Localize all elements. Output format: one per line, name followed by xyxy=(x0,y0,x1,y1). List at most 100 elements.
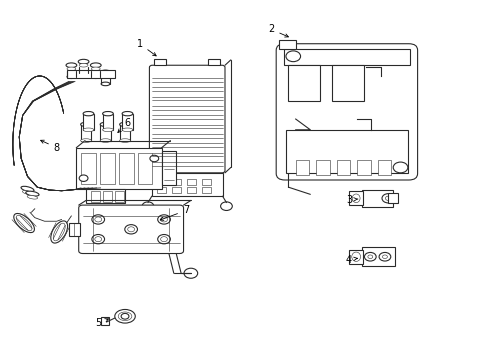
Ellipse shape xyxy=(81,139,91,142)
Text: 2: 2 xyxy=(267,24,288,37)
Bar xyxy=(102,114,113,130)
Ellipse shape xyxy=(115,310,135,323)
Ellipse shape xyxy=(53,223,65,241)
Ellipse shape xyxy=(101,74,110,78)
Bar xyxy=(161,151,176,185)
Text: 1: 1 xyxy=(136,39,156,56)
Circle shape xyxy=(392,162,407,173)
Circle shape xyxy=(364,252,375,261)
Bar xyxy=(152,173,222,196)
Ellipse shape xyxy=(122,128,133,132)
Circle shape xyxy=(127,227,134,232)
Ellipse shape xyxy=(100,70,111,75)
Circle shape xyxy=(92,215,104,224)
Bar xyxy=(348,192,362,205)
Ellipse shape xyxy=(91,67,100,71)
Bar xyxy=(157,179,165,185)
Bar xyxy=(66,70,115,78)
Ellipse shape xyxy=(14,213,34,233)
Bar xyxy=(154,59,166,65)
Circle shape xyxy=(158,215,170,224)
Circle shape xyxy=(378,252,390,261)
Bar xyxy=(387,193,397,203)
Ellipse shape xyxy=(351,194,359,203)
Bar xyxy=(69,223,80,236)
Ellipse shape xyxy=(83,128,94,132)
Ellipse shape xyxy=(79,71,88,75)
Circle shape xyxy=(160,217,167,222)
Circle shape xyxy=(121,314,129,319)
Bar xyxy=(138,153,152,184)
Circle shape xyxy=(160,237,167,242)
Circle shape xyxy=(142,202,154,211)
Ellipse shape xyxy=(90,63,101,68)
Bar xyxy=(207,59,220,65)
Bar xyxy=(316,160,329,175)
Ellipse shape xyxy=(118,312,132,320)
Bar xyxy=(172,187,181,193)
Bar xyxy=(285,130,407,173)
Bar xyxy=(356,160,370,175)
Bar xyxy=(361,247,394,266)
Bar xyxy=(100,153,115,184)
Ellipse shape xyxy=(79,63,88,67)
Bar xyxy=(76,148,161,189)
FancyBboxPatch shape xyxy=(149,65,224,173)
Ellipse shape xyxy=(120,122,130,127)
Text: 4: 4 xyxy=(345,255,357,265)
Circle shape xyxy=(95,217,102,222)
Ellipse shape xyxy=(102,112,113,116)
Ellipse shape xyxy=(51,221,67,243)
Bar xyxy=(377,160,390,175)
Circle shape xyxy=(367,255,372,258)
Ellipse shape xyxy=(81,122,91,127)
Ellipse shape xyxy=(16,215,32,231)
Text: 5: 5 xyxy=(95,319,108,328)
Ellipse shape xyxy=(100,122,111,127)
Bar xyxy=(101,318,109,325)
Bar xyxy=(202,179,211,185)
Ellipse shape xyxy=(21,186,34,192)
Ellipse shape xyxy=(67,75,76,78)
Circle shape xyxy=(92,234,104,244)
Bar xyxy=(187,187,196,193)
Bar xyxy=(86,189,125,203)
Ellipse shape xyxy=(67,67,76,71)
Bar xyxy=(119,153,133,184)
Bar xyxy=(348,249,363,264)
Bar xyxy=(288,65,320,101)
Bar xyxy=(295,160,309,175)
Bar xyxy=(81,153,96,184)
Bar xyxy=(187,179,196,185)
Circle shape xyxy=(385,196,390,201)
Circle shape xyxy=(124,225,137,234)
Bar xyxy=(361,190,392,207)
Ellipse shape xyxy=(78,59,89,64)
Circle shape xyxy=(382,255,386,258)
Bar xyxy=(120,125,130,140)
Circle shape xyxy=(183,268,197,278)
Bar xyxy=(157,187,165,193)
Bar xyxy=(81,125,91,140)
Bar xyxy=(331,65,363,101)
Ellipse shape xyxy=(102,128,113,132)
Bar xyxy=(202,187,211,193)
Ellipse shape xyxy=(91,75,100,78)
Bar xyxy=(283,49,409,65)
Bar xyxy=(100,125,111,140)
Bar xyxy=(278,40,295,49)
Bar xyxy=(115,192,124,202)
Bar xyxy=(172,179,181,185)
Ellipse shape xyxy=(22,190,33,195)
Ellipse shape xyxy=(120,139,130,142)
Ellipse shape xyxy=(66,63,77,68)
Bar xyxy=(83,114,94,130)
Circle shape xyxy=(158,234,170,244)
Bar xyxy=(103,192,112,202)
Circle shape xyxy=(381,194,394,203)
FancyBboxPatch shape xyxy=(276,44,417,180)
Ellipse shape xyxy=(351,252,360,261)
Text: 8: 8 xyxy=(41,140,60,153)
Ellipse shape xyxy=(26,191,39,196)
Text: 6: 6 xyxy=(118,118,130,132)
